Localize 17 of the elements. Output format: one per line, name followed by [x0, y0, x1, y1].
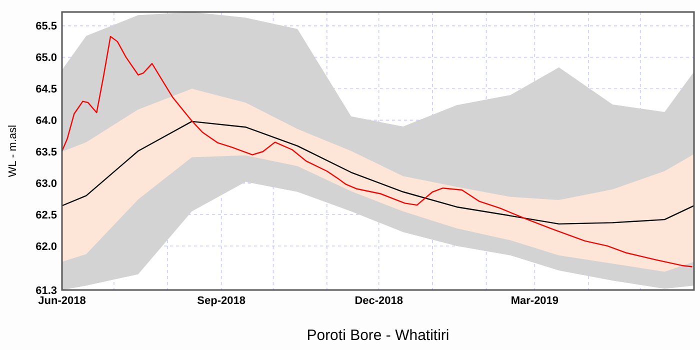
x-tick-label: Sep-2018 [197, 295, 246, 307]
line-series [62, 120, 694, 225]
y-tick-label: 62.5 [36, 209, 57, 222]
y-tick-label: 62.0 [36, 240, 57, 253]
y-tick-label: 64.0 [36, 115, 57, 128]
y-tick-label: 64.5 [36, 84, 57, 96]
y-tick-label: 63.5 [36, 146, 57, 158]
y-tick-label: 65.5 [36, 20, 57, 33]
x-tick-label: Mar-2019 [510, 295, 559, 307]
x-tick-label: Dec-2018 [354, 295, 404, 307]
x-tick-label: Jun-2018 [38, 295, 86, 307]
line-series [62, 36, 693, 268]
y-axis-title: WL - m.asl [7, 124, 19, 178]
text: Poroti Bore - Whatitiri [306, 327, 450, 344]
y-tick-label: 61.3 [36, 284, 57, 297]
y-tick-label: 65.0 [36, 52, 57, 64]
y-tick-label: 63.0 [36, 178, 57, 190]
